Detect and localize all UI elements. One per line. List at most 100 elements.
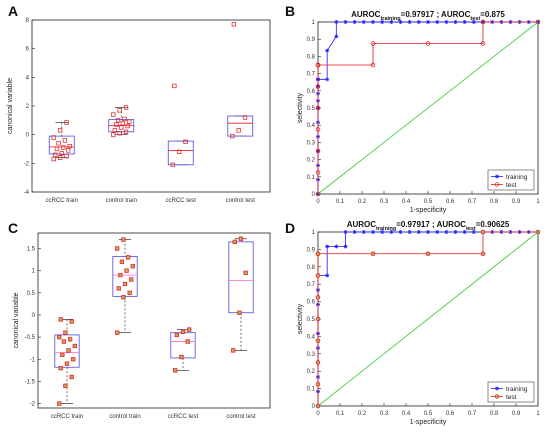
data-point (58, 365, 63, 371)
data-point (177, 149, 182, 155)
marker-star (334, 34, 339, 39)
legend-box (487, 169, 535, 191)
marker-star (352, 20, 357, 24)
data-point (61, 339, 67, 344)
x-tick-label: 0.5 (424, 199, 433, 205)
y-tick-label: 0.1 (307, 387, 316, 393)
marker-star (417, 20, 421, 24)
box-iqr (112, 256, 138, 297)
marker-star (495, 174, 499, 179)
y-tick-label: -4 (24, 190, 30, 196)
data-point (111, 112, 116, 117)
y-tick-label: 0 (26, 133, 30, 139)
marker-star (453, 230, 458, 234)
y-axis-label: canonical variable (13, 292, 20, 348)
y-axis-label: selectivity (297, 92, 304, 123)
y-tick-label: 8 (26, 18, 30, 24)
chance-diagonal (317, 21, 539, 195)
marker-star (380, 20, 384, 24)
data-point (231, 22, 237, 27)
data-point (120, 121, 125, 126)
marker-star (325, 77, 329, 82)
marker-circle (535, 19, 541, 25)
data-point (115, 330, 120, 335)
panel-label-c: C (8, 220, 18, 236)
box-iqr (167, 140, 194, 166)
panel-label-b: B (285, 3, 295, 19)
panel-b-roc-plot: 0 0.1 0.2 0.3 0.4 0.5 0.6 0.7 0.8 0.9 1 0 0.1 0.2 0.3 0… (297, 10, 540, 214)
data-point (53, 152, 58, 157)
title-subscript: test (470, 16, 480, 22)
marker-circle (315, 84, 321, 89)
y-tick-label: 0.6 (307, 89, 316, 95)
data-point (59, 151, 64, 156)
y-tick-label: 0 (312, 404, 316, 410)
y-tick-label: 0 (32, 313, 36, 319)
x-tick-label: 0.8 (490, 199, 499, 205)
marker-circle (315, 170, 321, 175)
y-axis-label: canonical variable (7, 78, 14, 134)
y-tick-label: -2 (30, 402, 36, 408)
y-tick-label: -1 (30, 357, 36, 363)
data-point (125, 123, 130, 129)
marker-star (472, 20, 476, 24)
data-point (124, 268, 129, 273)
x-category-label: control train (106, 198, 137, 204)
marker-circle (315, 360, 321, 365)
data-point (57, 401, 62, 406)
data-point (63, 383, 68, 388)
data-point (117, 108, 122, 113)
axes-frame (31, 19, 271, 193)
y-tick-label: 0.8 (307, 54, 316, 60)
data-point (170, 162, 175, 167)
data-point (187, 327, 192, 332)
data-point (56, 141, 61, 146)
x-tick-label: 1 (536, 199, 540, 205)
x-tick-label: 0.3 (380, 411, 389, 417)
panel-label-a: A (8, 3, 18, 19)
data-point (237, 310, 242, 315)
marker-circle (315, 191, 321, 197)
x-category-label: control train (109, 414, 140, 420)
data-point (119, 259, 125, 264)
marker-circle (315, 382, 321, 387)
legend-label: test (506, 182, 517, 189)
marker-circle (480, 19, 486, 25)
y-axis-label: selectivity (297, 303, 304, 334)
x-tick-label: 0.4 (402, 199, 411, 205)
data-point (243, 270, 248, 276)
axes-frame (37, 232, 271, 409)
data-point (54, 146, 60, 152)
marker-star (444, 20, 449, 24)
data-point (65, 148, 71, 153)
data-point (119, 125, 124, 130)
marker-circle (315, 338, 321, 344)
title-subscript: test (466, 226, 476, 232)
marker-star (453, 20, 458, 24)
data-point (121, 237, 126, 242)
x-tick-label: 1 (536, 411, 540, 417)
x-axis-label: 1-specificity (410, 207, 447, 214)
x-tick-label: 0.5 (424, 411, 433, 417)
x-tick-label: 0 (316, 199, 320, 205)
marker-star (343, 230, 348, 234)
legend-swatch-marker (494, 182, 500, 187)
data-point (114, 122, 119, 127)
y-tick-label: 1 (312, 20, 316, 26)
marker-star (398, 20, 403, 24)
data-point (62, 138, 68, 143)
data-point (63, 330, 68, 335)
box-iqr (48, 135, 75, 155)
title-part: =0.875 (480, 10, 505, 19)
y-tick-label: 0.5 (307, 317, 316, 323)
data-point (115, 246, 120, 251)
data-point (242, 115, 248, 120)
data-point (130, 264, 135, 269)
title-part: =0.97917 ; AUROC (396, 220, 466, 229)
x-tick-label: 0.2 (358, 411, 367, 417)
x-category-label: control test (226, 414, 256, 420)
y-tick-label: 0.2 (307, 369, 316, 375)
data-point (61, 145, 66, 150)
marker-circle (315, 62, 321, 68)
data-point (127, 119, 132, 124)
